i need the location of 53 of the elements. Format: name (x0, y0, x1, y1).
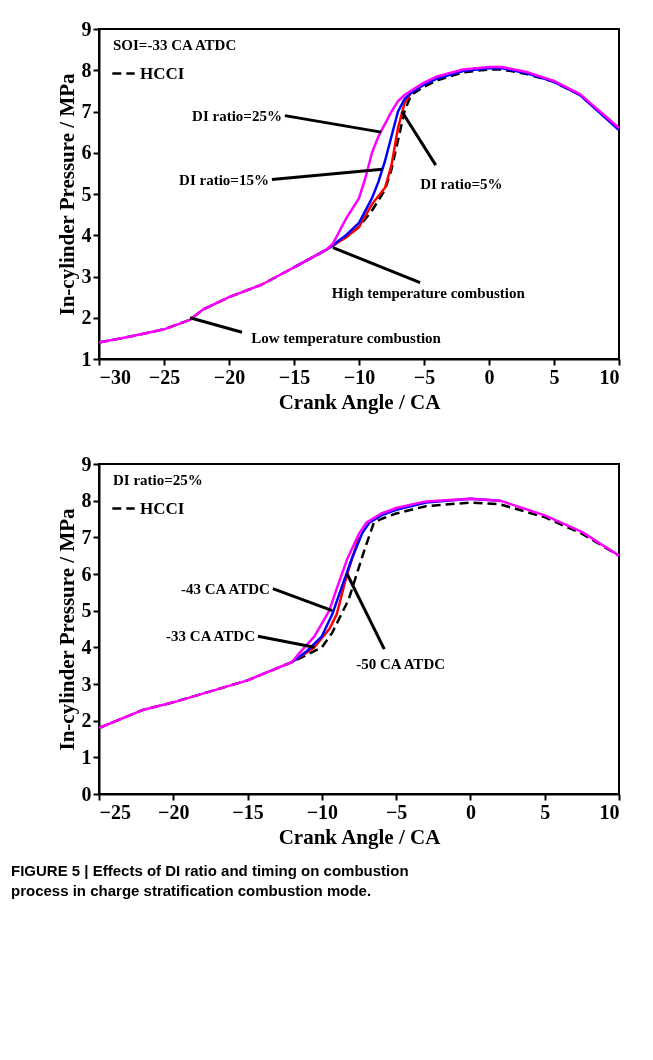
y-tick-label: 3 (81, 265, 92, 287)
x-tick-label: 5 (549, 365, 560, 388)
annotation: DI ratio=25% (192, 107, 282, 124)
y-tick-label: 8 (81, 489, 92, 512)
annotation: SOI=-33 CA ATDC (113, 37, 237, 53)
x-tick-label: −10 (343, 365, 376, 388)
x-tick-label: −5 (385, 800, 408, 823)
annotation: Low temperature combustion (251, 330, 442, 347)
x-tick-label: −30 (99, 365, 131, 388)
y-tick-label: 6 (81, 141, 92, 164)
x-tick-label: −15 (278, 365, 311, 388)
y-tick-label: 1 (81, 745, 92, 768)
y-tick-label: 1 (81, 347, 92, 370)
y-tick-label: 8 (81, 58, 92, 81)
x-tick-label: −5 (413, 365, 436, 388)
y-tick-label: 3 (81, 672, 92, 695)
annotation: -50 CA ATDC (356, 655, 446, 672)
x-tick-label: 0 (484, 365, 495, 388)
x-tick-label: 10 (599, 800, 620, 823)
x-tick-label: 0 (465, 800, 476, 823)
y-tick-label: 4 (81, 223, 92, 246)
legend-label: HCCI (140, 498, 185, 518)
x-tick-label: −25 (148, 365, 181, 388)
y-tick-label: 4 (81, 635, 92, 658)
x-tick-label: 10 (599, 365, 620, 388)
x-tick-label: −15 (232, 800, 264, 823)
y-axis-title: In-cylinder Pressure / MPa (54, 507, 79, 751)
y-axis-title: In-cylinder Pressure / MPa (54, 72, 79, 316)
y-tick-label: 5 (81, 182, 92, 205)
y-tick-label: 6 (81, 562, 92, 585)
x-axis-title: Crank Angle / CA (278, 389, 442, 414)
annotation: DI ratio=5% (420, 175, 503, 192)
annotation: High temperature combustion (331, 285, 526, 301)
annotation: -43 CA ATDC (180, 580, 270, 597)
y-tick-label: 9 (81, 452, 92, 475)
annotation: DI ratio=15% (179, 171, 269, 188)
x-tick-label: 5 (540, 800, 551, 823)
legend-label: HCCI (140, 63, 185, 83)
x-tick-label: −10 (306, 800, 339, 823)
caption: FIGURE 5 | Effects of DI ratio and timing on combustion process in charge stratification combustion mode. (11, 862, 409, 899)
y-tick-label: 5 (81, 599, 92, 622)
y-tick-label: 7 (81, 100, 92, 122)
annotation: -33 CA ATDC (166, 628, 255, 645)
x-tick-label: −25 (99, 800, 131, 823)
x-axis-title: Crank Angle / CA (278, 824, 442, 849)
x-tick-label: −20 (158, 800, 190, 823)
y-tick-label: 0 (81, 782, 92, 805)
y-tick-label: 2 (81, 306, 92, 329)
x-tick-label: −20 (213, 365, 246, 388)
annotation: DI ratio=25% (113, 472, 203, 488)
y-tick-label: 7 (81, 525, 92, 548)
y-tick-label: 2 (81, 709, 92, 732)
y-tick-label: 9 (81, 17, 92, 40)
